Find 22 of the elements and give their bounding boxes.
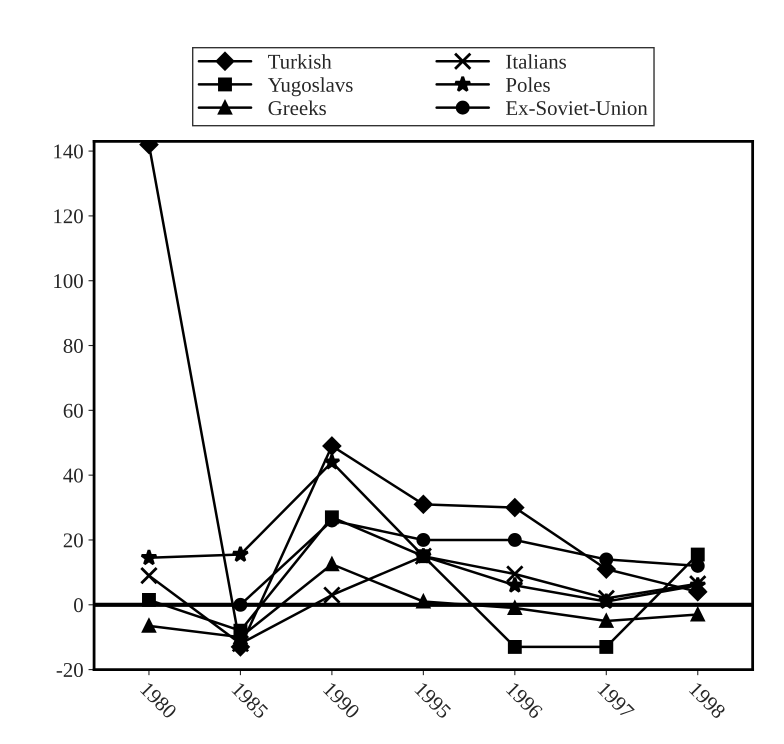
y-tick-label: 60 <box>64 404 83 418</box>
y-tick-label: 20 <box>64 533 83 548</box>
x-tick-label: 1985 <box>231 682 269 720</box>
y-tick-label: 120 <box>54 209 83 224</box>
x-tick-label: 1996 <box>506 682 544 720</box>
legend-label: Turkish <box>268 54 332 69</box>
y-tick-label: 40 <box>63 468 83 483</box>
legend-label: Poles <box>506 77 550 92</box>
y-tick-label: 0 <box>74 598 83 612</box>
x-tick-label: 1997 <box>597 682 635 720</box>
x-tick-label: 1995 <box>414 682 452 720</box>
y-tick-label: 80 <box>64 338 83 353</box>
legend-label: Italians <box>506 54 566 69</box>
legend-label: Greeks <box>268 100 326 116</box>
legend-label: Ex-Soviet-Union <box>506 101 648 116</box>
y-tick-label: 100 <box>54 274 83 288</box>
y-tick-label: 140 <box>54 144 83 159</box>
legend-label: Yugoslavs <box>268 77 353 96</box>
y-tick-label: -20 <box>56 662 83 678</box>
x-tick-label: 1998 <box>688 682 726 720</box>
x-tick-label: 1990 <box>322 682 360 720</box>
x-tick-label: 1980 <box>140 682 178 720</box>
